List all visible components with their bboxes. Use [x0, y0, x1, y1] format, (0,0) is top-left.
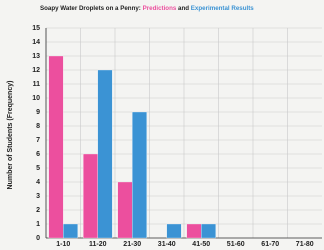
- title-part: Experimental Results: [191, 5, 254, 12]
- y-tick-label: 13: [32, 53, 40, 60]
- chart: Soapy Water Droplets on a Penny: Predict…: [0, 0, 324, 250]
- y-tick-label: 9: [36, 109, 40, 116]
- bar: [201, 224, 215, 238]
- x-tick-label: 1-10: [56, 241, 70, 248]
- bar: [118, 182, 132, 238]
- x-tick-label: 21-30: [123, 241, 141, 248]
- y-tick-label: 12: [32, 67, 40, 74]
- y-axis-label: Number of Students (Frequency): [7, 81, 14, 190]
- y-tick-label: 6: [36, 151, 40, 158]
- y-tick-label: 10: [32, 95, 40, 102]
- x-tick-label: 41-50: [192, 241, 210, 248]
- y-tick-label: 3: [36, 193, 40, 200]
- y-tick-label: 5: [36, 165, 40, 172]
- x-tick-label: 31-40: [158, 241, 176, 248]
- bar: [98, 70, 112, 238]
- y-tick-label: 11: [33, 81, 41, 88]
- title-part: Predictions: [143, 5, 177, 12]
- poster: [0, 0, 324, 250]
- y-tick-label: 2: [36, 207, 40, 214]
- x-tick-label: 61-70: [261, 241, 279, 248]
- bar: [167, 224, 181, 238]
- bar: [63, 224, 77, 238]
- chart-title: Soapy Water Droplets on a Penny: Predict…: [40, 5, 254, 12]
- y-tick-label: 15: [32, 25, 40, 32]
- x-tick-label: 71-80: [296, 241, 314, 248]
- y-tick-label: 8: [36, 123, 40, 130]
- bar: [187, 224, 201, 238]
- y-tick-label: 0: [36, 235, 40, 242]
- x-tick-label: 11-20: [89, 241, 107, 248]
- y-tick-label: 14: [32, 39, 40, 46]
- title-part: and: [178, 5, 189, 12]
- bar: [132, 112, 146, 238]
- title-part: Soapy Water Droplets on a Penny:: [40, 5, 141, 12]
- bar: [49, 56, 63, 238]
- y-tick-label: 1: [36, 221, 40, 228]
- x-tick-label: 51-60: [227, 241, 245, 248]
- y-tick-label: 7: [36, 137, 40, 144]
- y-tick-label: 4: [36, 179, 40, 186]
- bar: [83, 154, 97, 238]
